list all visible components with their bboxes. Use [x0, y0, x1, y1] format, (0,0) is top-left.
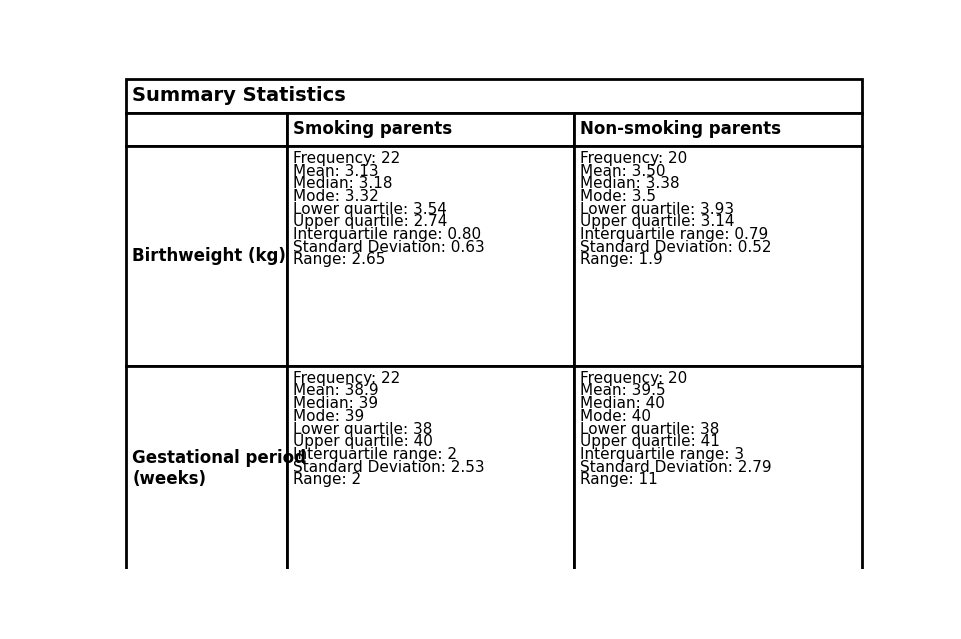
- Bar: [126, 112, 286, 146]
- Text: Standard Deviation: 2.53: Standard Deviation: 2.53: [292, 459, 483, 475]
- Text: Range: 2.65: Range: 2.65: [292, 252, 384, 268]
- Text: Frequency: 20: Frequency: 20: [579, 151, 687, 166]
- Bar: [286, 366, 574, 571]
- Bar: [126, 366, 286, 571]
- Text: Standard Deviation: 2.79: Standard Deviation: 2.79: [579, 459, 771, 475]
- Text: Upper quartile: 41: Upper quartile: 41: [579, 435, 720, 449]
- Text: Summary Statistics: Summary Statistics: [132, 86, 346, 105]
- Text: Upper quartile: 40: Upper quartile: 40: [292, 435, 432, 449]
- Text: Mean: 3.13: Mean: 3.13: [292, 164, 378, 178]
- Text: Range: 1.9: Range: 1.9: [579, 252, 662, 268]
- Bar: [126, 146, 286, 366]
- Text: Frequency: 20: Frequency: 20: [579, 371, 687, 386]
- Bar: [286, 146, 574, 366]
- Text: Lower quartile: 3.93: Lower quartile: 3.93: [579, 202, 733, 217]
- Bar: [574, 112, 861, 146]
- Text: Lower quartile: 3.54: Lower quartile: 3.54: [292, 202, 446, 217]
- Text: Frequency: 22: Frequency: 22: [292, 371, 400, 386]
- Text: Non-smoking parents: Non-smoking parents: [579, 120, 780, 138]
- Text: Mode: 3.32: Mode: 3.32: [292, 189, 378, 204]
- Text: Standard Deviation: 0.52: Standard Deviation: 0.52: [579, 240, 771, 255]
- Text: Median: 3.38: Median: 3.38: [579, 176, 679, 191]
- Bar: [574, 366, 861, 571]
- Text: Range: 2: Range: 2: [292, 472, 360, 488]
- Text: Smoking parents: Smoking parents: [292, 120, 452, 138]
- Text: Mode: 40: Mode: 40: [579, 409, 651, 424]
- Bar: [286, 112, 574, 146]
- Text: Median: 40: Median: 40: [579, 396, 664, 411]
- Text: Lower quartile: 38: Lower quartile: 38: [579, 422, 719, 436]
- Bar: [574, 146, 861, 366]
- Text: Range: 11: Range: 11: [579, 472, 657, 488]
- Text: Frequency: 22: Frequency: 22: [292, 151, 400, 166]
- Text: Interquartile range: 2: Interquartile range: 2: [292, 447, 456, 462]
- Text: Mode: 39: Mode: 39: [292, 409, 363, 424]
- Text: Mean: 3.50: Mean: 3.50: [579, 164, 665, 178]
- Text: Median: 39: Median: 39: [292, 396, 378, 411]
- Text: Interquartile range: 0.79: Interquartile range: 0.79: [579, 227, 768, 242]
- Bar: [126, 79, 861, 112]
- Text: Median: 3.18: Median: 3.18: [292, 176, 392, 191]
- Text: Upper quartile: 2.74: Upper quartile: 2.74: [292, 214, 447, 229]
- Text: Standard Deviation: 0.63: Standard Deviation: 0.63: [292, 240, 483, 255]
- Text: Mean: 38.9: Mean: 38.9: [292, 383, 378, 399]
- Text: Interquartile range: 0.80: Interquartile range: 0.80: [292, 227, 480, 242]
- Text: Interquartile range: 3: Interquartile range: 3: [579, 447, 744, 462]
- Text: Birthweight (kg): Birthweight (kg): [132, 247, 285, 265]
- Text: Upper quartile: 3.14: Upper quartile: 3.14: [579, 214, 734, 229]
- Text: Gestational period
(weeks): Gestational period (weeks): [132, 449, 306, 488]
- Text: Lower quartile: 38: Lower quartile: 38: [292, 422, 431, 436]
- Text: Mode: 3.5: Mode: 3.5: [579, 189, 655, 204]
- Text: Mean: 39.5: Mean: 39.5: [579, 383, 665, 399]
